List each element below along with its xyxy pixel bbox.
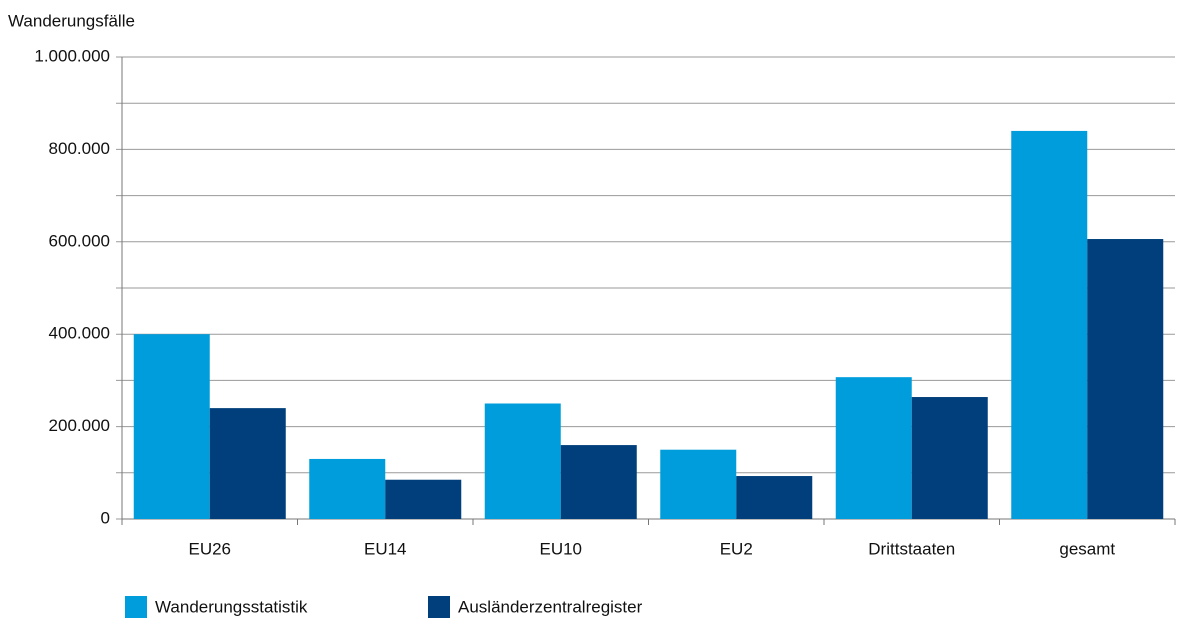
bar — [484, 403, 561, 519]
legend-swatch — [125, 596, 147, 618]
y-tick-label: 400.000 — [49, 324, 110, 343]
y-tick-label: 1.000.000 — [34, 46, 110, 65]
bar — [736, 476, 813, 519]
legend-swatch — [428, 596, 450, 618]
legend-label: Ausländerzentralregister — [458, 597, 643, 616]
x-tick-label: EU2 — [720, 539, 753, 558]
y-tick-label: 200.000 — [49, 416, 110, 435]
bar — [209, 408, 286, 519]
bar — [1011, 130, 1088, 520]
y-tick-label: 600.000 — [49, 231, 110, 250]
bar — [309, 458, 386, 519]
bar — [835, 377, 912, 519]
bar — [385, 479, 462, 519]
x-tick-label: gesamt — [1059, 539, 1115, 558]
bar — [560, 445, 637, 519]
y-tick-label: 0 — [101, 508, 110, 527]
bar — [133, 334, 210, 519]
legend-label: Wanderungsstatistik — [155, 597, 308, 616]
bar — [1087, 239, 1164, 519]
x-tick-label: EU10 — [539, 539, 582, 558]
bar — [660, 449, 737, 519]
y-axis-title: Wanderungsfälle — [8, 11, 135, 30]
x-tick-label: EU14 — [364, 539, 407, 558]
x-tick-label: EU26 — [188, 539, 231, 558]
y-tick-label: 800.000 — [49, 139, 110, 158]
x-tick-label: Drittstaaten — [868, 539, 955, 558]
bar — [911, 397, 988, 519]
